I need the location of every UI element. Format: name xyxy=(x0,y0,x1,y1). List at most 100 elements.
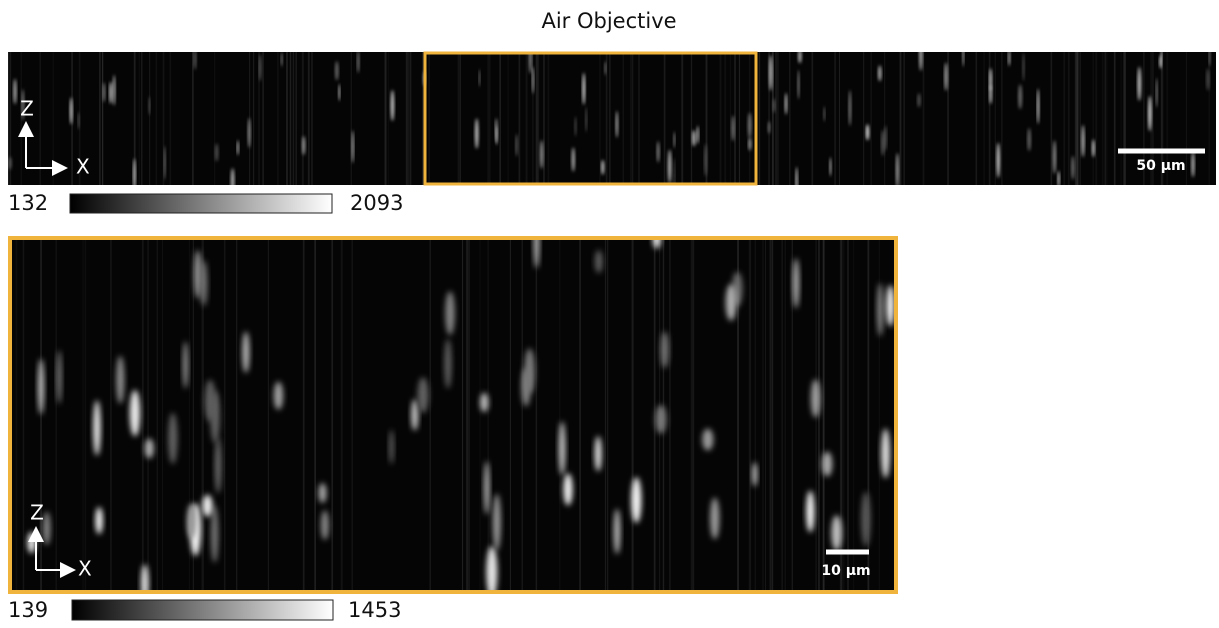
blob xyxy=(95,507,103,535)
streak xyxy=(156,238,158,592)
blob xyxy=(944,62,948,91)
colorbar-min: 139 xyxy=(8,598,48,622)
streak xyxy=(285,52,288,185)
blob xyxy=(748,137,752,151)
streak xyxy=(350,52,353,185)
blob xyxy=(357,52,360,73)
blob xyxy=(193,52,197,70)
blob xyxy=(215,143,219,162)
streak xyxy=(535,238,538,592)
streak xyxy=(428,52,430,185)
streak xyxy=(537,52,540,185)
blob xyxy=(798,52,802,64)
blob xyxy=(129,389,141,437)
blob xyxy=(27,531,36,554)
streak xyxy=(738,52,741,185)
blob xyxy=(164,145,166,180)
streak xyxy=(1124,52,1127,185)
blob xyxy=(444,338,452,389)
streak xyxy=(138,52,140,185)
streak xyxy=(867,238,870,592)
streak xyxy=(771,52,774,185)
blob xyxy=(831,515,842,551)
streak xyxy=(777,52,779,185)
blob xyxy=(710,497,720,540)
axis-z-label: Z xyxy=(30,501,44,525)
streak xyxy=(690,238,693,592)
streak xyxy=(754,238,756,592)
blob xyxy=(236,140,239,156)
streak xyxy=(188,238,191,592)
streak xyxy=(1143,52,1145,185)
blob xyxy=(878,65,882,82)
blob xyxy=(484,461,490,515)
blob xyxy=(231,168,235,185)
streak xyxy=(1076,52,1079,185)
streak xyxy=(1079,52,1081,185)
blob xyxy=(116,355,125,404)
blob xyxy=(673,157,676,185)
blob xyxy=(795,166,798,185)
blob xyxy=(601,159,605,175)
streak xyxy=(994,52,997,185)
blob xyxy=(989,68,992,92)
blob xyxy=(604,61,607,76)
streak xyxy=(407,52,410,185)
blob xyxy=(877,283,884,337)
blob xyxy=(767,121,771,134)
blob xyxy=(829,157,832,177)
blob xyxy=(1160,52,1163,69)
streak xyxy=(518,52,521,185)
streak xyxy=(192,52,194,185)
streak xyxy=(307,52,310,185)
blob xyxy=(478,69,481,87)
streak xyxy=(161,238,163,592)
streak xyxy=(461,238,464,592)
streak xyxy=(604,238,606,592)
blob xyxy=(848,90,852,126)
streak xyxy=(429,238,431,592)
streak xyxy=(292,52,295,185)
blob xyxy=(797,69,800,100)
streak xyxy=(559,238,561,592)
image-content xyxy=(8,52,1211,185)
blob xyxy=(704,143,707,177)
blob xyxy=(480,392,489,413)
blob xyxy=(109,81,113,104)
blob xyxy=(77,111,80,130)
blob xyxy=(37,358,45,415)
streak xyxy=(834,52,837,185)
blob xyxy=(919,52,923,71)
blob xyxy=(896,152,899,185)
blob xyxy=(673,131,676,148)
blob xyxy=(1159,55,1161,69)
blob xyxy=(43,511,51,546)
blob xyxy=(351,130,354,164)
blob xyxy=(210,505,219,563)
streak xyxy=(863,52,865,185)
blob xyxy=(1148,95,1152,132)
streak xyxy=(235,238,238,592)
streak xyxy=(40,238,42,592)
streak xyxy=(1092,52,1094,185)
streak xyxy=(769,238,772,592)
blob xyxy=(585,107,587,133)
blob xyxy=(696,125,699,144)
streak xyxy=(213,52,216,185)
blob xyxy=(1156,77,1158,108)
blob xyxy=(1081,124,1085,158)
streak xyxy=(922,52,925,185)
blob xyxy=(21,89,24,121)
streak xyxy=(457,52,460,185)
streak xyxy=(258,52,260,185)
blob xyxy=(144,438,154,459)
blob xyxy=(1022,52,1025,81)
streak xyxy=(8,52,10,185)
blob xyxy=(811,379,821,418)
blob xyxy=(861,491,871,547)
streak xyxy=(1120,52,1122,185)
blob xyxy=(660,331,669,369)
blob xyxy=(631,477,642,524)
